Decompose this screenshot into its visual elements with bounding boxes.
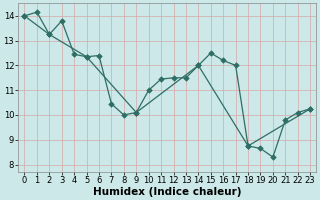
X-axis label: Humidex (Indice chaleur): Humidex (Indice chaleur): [93, 187, 242, 197]
